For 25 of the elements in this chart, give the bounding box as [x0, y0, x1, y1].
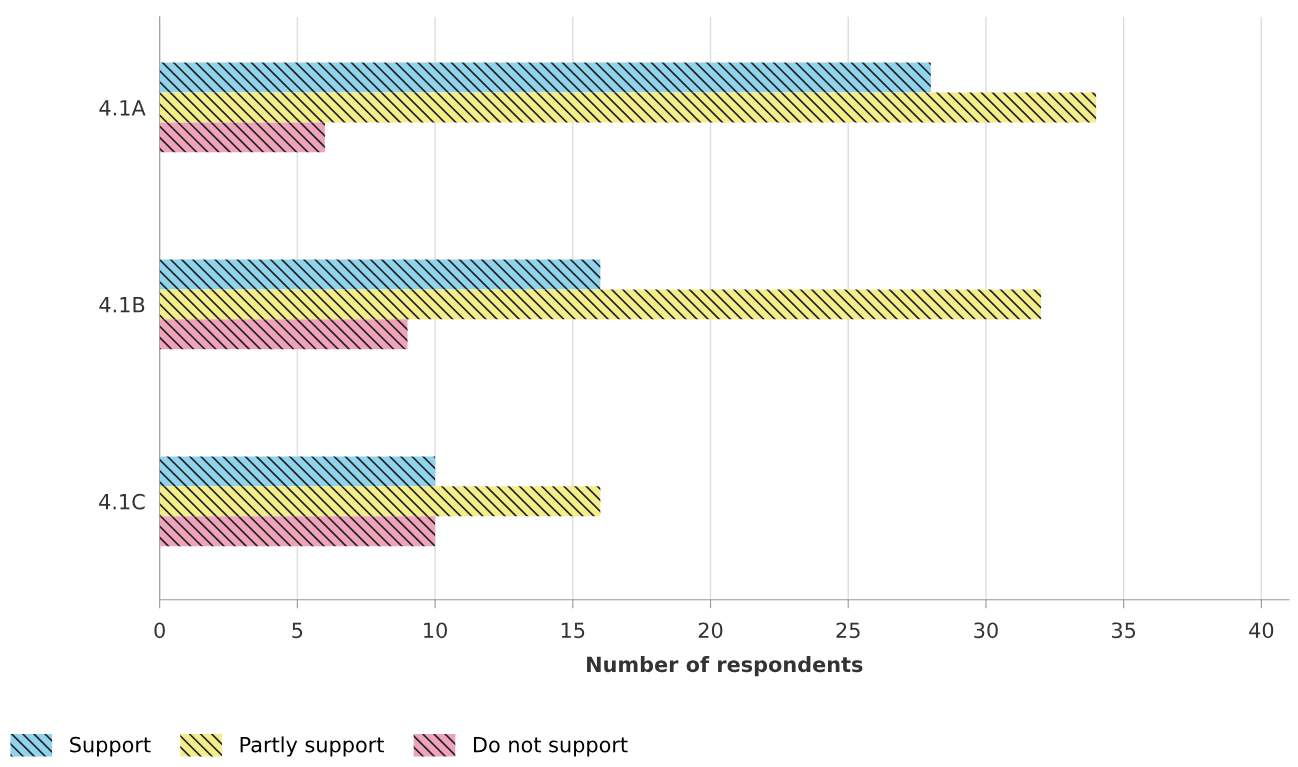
bar — [159, 516, 436, 547]
bar — [159, 319, 408, 350]
bar — [159, 92, 1097, 123]
x-tick-label: 5 — [292, 622, 303, 639]
bar — [159, 289, 1042, 320]
y-tick-label: 4.1C — [99, 493, 145, 510]
bar — [159, 456, 436, 487]
bar — [159, 122, 325, 153]
x-tick-label: 20 — [698, 622, 723, 639]
x-tick-label: 25 — [836, 622, 860, 639]
x-tick-label: 10 — [424, 622, 447, 639]
x-tick-label: 35 — [1111, 622, 1136, 639]
bar — [159, 62, 931, 93]
x-tick-label: 30 — [974, 622, 998, 639]
y-tick-label: 4.1A — [99, 100, 146, 116]
legend-label: Do not support — [474, 737, 628, 757]
legend-label: Support — [70, 736, 151, 757]
x-axis-title: Number of respondents — [587, 656, 863, 677]
bar — [159, 259, 601, 290]
x-tick-label: 0 — [154, 622, 165, 639]
legend-label: Partly support — [240, 736, 384, 757]
y-tick-label: 4.1B — [99, 297, 145, 313]
bar — [159, 486, 601, 517]
x-tick-label: 40 — [1249, 622, 1274, 639]
x-tick-label: 15 — [561, 622, 585, 639]
